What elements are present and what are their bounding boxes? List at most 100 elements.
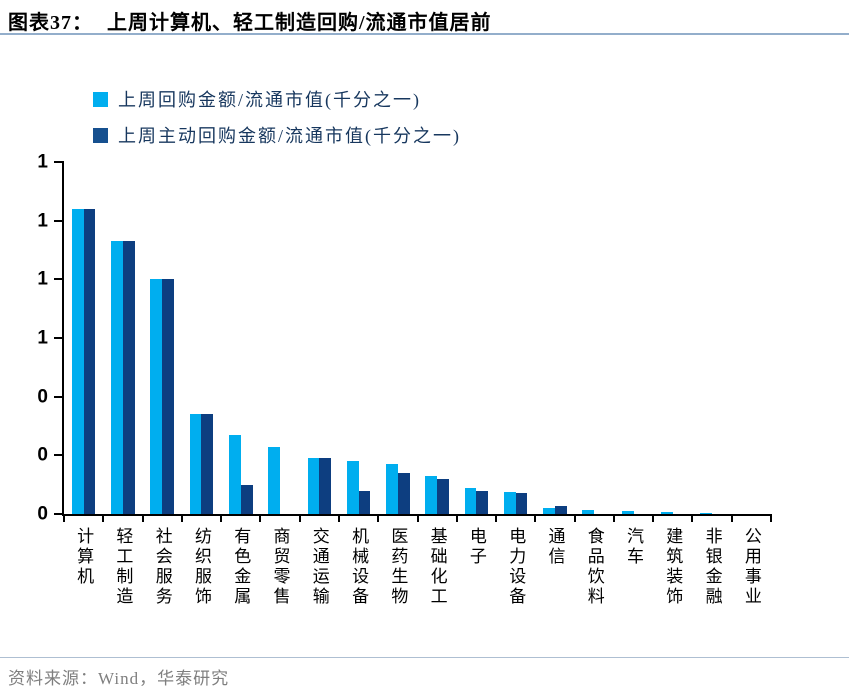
y-axis-tick [54, 454, 64, 457]
x-axis-tick [730, 514, 733, 522]
bar [307, 458, 320, 514]
legend-label: 上周回购金额/流通市值(千分之一) [118, 90, 421, 110]
title-divider [0, 33, 849, 35]
y-axis-tick-label: 1 [37, 151, 48, 173]
source-note: 资料来源：Wind，华泰研究 [8, 669, 230, 688]
bar [543, 508, 555, 514]
x-axis-tick [612, 514, 615, 522]
x-category-label: 医药生物 [388, 527, 408, 607]
bar [554, 506, 567, 514]
bar-group-7 [300, 162, 339, 514]
bar [83, 208, 96, 514]
bar-group-9 [378, 162, 417, 514]
bar [437, 478, 449, 514]
bar-group-13 [535, 162, 574, 514]
bar-group-15 [614, 162, 653, 514]
bar [319, 458, 332, 514]
y-axis-tick [54, 219, 64, 222]
bar [111, 241, 123, 514]
bar [621, 511, 634, 514]
bar [700, 513, 713, 514]
legend-item-active-repurchase: 上周主动回购金额/流通市值(千分之一) [93, 122, 461, 148]
x-axis-tick [495, 514, 498, 522]
bar-group-10 [418, 162, 457, 514]
bar [228, 434, 241, 514]
x-axis-tick [455, 514, 458, 522]
figure-title: 上周计算机、轻工制造回购/流通市值居前 [107, 12, 492, 34]
bar-group-8 [339, 162, 378, 514]
x-category-label: 纺织服饰 [191, 527, 211, 607]
bar-group-2 [103, 162, 142, 514]
bar [476, 490, 489, 514]
x-axis-tick [337, 514, 340, 522]
bar-group-14 [575, 162, 614, 514]
bar [464, 487, 477, 514]
chart-legend: 上周回购金额/流通市值(千分之一) 上周主动回购金额/流通市值(千分之一) [93, 86, 461, 158]
x-axis-tick [63, 514, 65, 522]
x-category-label: 公用事业 [741, 527, 761, 607]
bar [240, 484, 253, 514]
x-axis-tick [770, 514, 772, 522]
bar [268, 446, 280, 514]
x-axis-tick [416, 514, 419, 522]
bar [397, 472, 410, 514]
x-axis-tick [534, 514, 537, 522]
x-category-label: 轻工制造 [113, 527, 133, 607]
x-axis-tick [573, 514, 576, 522]
x-axis-tick [220, 514, 223, 522]
bar [515, 493, 528, 514]
legend-item-repurchase: 上周回购金额/流通市值(千分之一) [93, 86, 461, 112]
y-axis-tick-label: 0 [37, 503, 48, 525]
y-axis-tick [54, 337, 64, 339]
bar [189, 414, 202, 514]
footer-divider [0, 657, 849, 658]
bar [122, 241, 135, 514]
x-axis-tick [259, 514, 262, 522]
bar-group-4 [182, 162, 221, 514]
x-category-label: 社会服务 [152, 527, 172, 607]
y-axis-tick-label: 1 [37, 327, 48, 349]
bar-group-3 [143, 162, 182, 514]
figure-header: 图表37： 上周计算机、轻工制造回购/流通市值居前 [8, 6, 838, 35]
legend-swatch-dark-blue [93, 127, 108, 143]
x-category-label: 电力设备 [506, 527, 526, 607]
y-axis-tick-label: 0 [37, 444, 48, 466]
x-axis-tick [141, 514, 144, 522]
y-axis-tick-label: 1 [37, 210, 48, 232]
bar-group-12 [496, 162, 535, 514]
bar-group-17 [692, 162, 731, 514]
x-axis-tick [691, 514, 694, 522]
x-category-label: 电子 [466, 527, 486, 567]
x-category-label: 建筑装饰 [663, 527, 683, 607]
x-category-label: 计算机 [74, 527, 94, 587]
bar-group-1 [64, 162, 103, 514]
x-category-label: 基础化工 [427, 527, 447, 607]
bar [661, 511, 673, 514]
bar-group-16 [653, 162, 692, 514]
y-axis-tick [54, 395, 64, 398]
bar [150, 279, 163, 514]
bar [162, 279, 174, 514]
bar [71, 208, 84, 514]
x-category-label: 交通运输 [309, 527, 329, 607]
x-axis-tick [102, 514, 105, 522]
y-axis-tick-label: 0 [37, 386, 48, 408]
x-category-label: 商贸零售 [270, 527, 290, 607]
legend-swatch-light-blue [93, 91, 108, 107]
bar [582, 509, 595, 514]
x-category-label: 机械设备 [349, 527, 369, 607]
bar [201, 414, 214, 514]
y-axis-tick [54, 161, 64, 163]
bar [425, 475, 438, 514]
y-axis-tick [54, 278, 64, 281]
x-category-label: 非银金融 [702, 527, 722, 607]
bar-group-5 [221, 162, 260, 514]
bar [346, 461, 359, 514]
x-axis-tick [180, 514, 183, 522]
plot-area: 0 0 0 1 1 1 1 计算机 轻工制造 社会服务 纺织服饰 有色金属 商贸零售 交通运输 机械设备 医药… [37, 153, 772, 607]
bar [386, 464, 398, 514]
x-category-label: 通信 [545, 527, 565, 567]
bar-group-11 [457, 162, 496, 514]
x-category-label: 有色金属 [231, 527, 251, 607]
